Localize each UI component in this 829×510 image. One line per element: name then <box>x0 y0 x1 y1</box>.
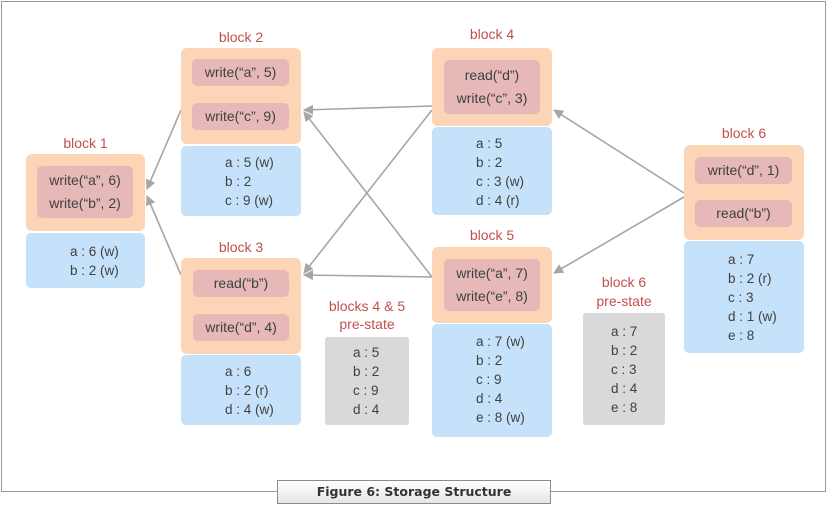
state-line: b : 2 (r) <box>728 271 772 286</box>
block6-op-1: write(“d”, 1) <box>695 157 792 184</box>
block5-state: a : 7 (w) b : 2 c : 9 d : 4 e : 8 (w) <box>432 324 552 437</box>
prestate-line: b : 2 <box>611 343 638 358</box>
prestate-line: a : 5 <box>353 345 380 360</box>
block1-ops: write(“a”, 6) write(“b”, 2) <box>26 154 145 231</box>
state-line: c : 9 (w) <box>225 193 274 208</box>
prestate-line: b : 2 <box>353 364 380 379</box>
state-line: b : 2 (w) <box>70 263 119 278</box>
state-line: a : 6 (w) <box>70 244 119 259</box>
block2-ops: write(“a”, 5) write(“c”, 9) <box>181 48 301 144</box>
op-line: write(“c”, 9) <box>205 108 276 124</box>
arrow-block4-to-block3 <box>303 109 433 274</box>
figure-caption: Figure 6: Storage Structure <box>277 480 551 504</box>
op-line: read(“b”) <box>716 205 771 221</box>
block6-ops: write(“d”, 1) read(“b”) <box>684 145 804 240</box>
state-line: e : 8 <box>728 328 755 343</box>
arrow-block6-to-block5 <box>553 196 685 274</box>
prestate6-title: block 6 pre-state <box>580 274 668 309</box>
block1-op-1: write(“a”, 6) write(“b”, 2) <box>37 166 133 218</box>
op-line: write(“a”, 6) <box>49 172 121 188</box>
state-line: d : 1 (w) <box>728 309 777 324</box>
block2-state: a : 5 (w) b : 2 c : 9 (w) <box>181 146 301 216</box>
block1-title: block 1 <box>63 135 108 151</box>
prestate-line: c : 3 <box>611 362 637 377</box>
prestate45-values: a : 5 b : 2 c : 9 d : 4 <box>325 337 409 425</box>
prestate-line: d : 4 <box>353 402 380 417</box>
state-line: e : 8 (w) <box>476 410 525 425</box>
op-line: write(“e”, 8) <box>456 288 528 304</box>
block5-ops: write(“a”, 7) write(“e”, 8) <box>432 247 552 323</box>
state-line: d : 4 <box>476 391 503 406</box>
block6-title: block 6 <box>721 125 767 141</box>
block6-op-2: read(“b”) <box>695 200 792 227</box>
prestate-line: d : 4 <box>611 381 638 396</box>
block4-op-1: read(“d”) write(“c”, 3) <box>444 60 540 114</box>
state-line: a : 5 <box>476 136 503 151</box>
prestate45-title: blocks 4 & 5 pre-state <box>316 298 418 332</box>
block1-state: a : 6 (w) b : 2 (w) <box>26 233 145 288</box>
arrow-block4-to-block2 <box>303 104 433 115</box>
block2-op-2: write(“c”, 9) <box>192 103 289 130</box>
state-line: a : 5 (w) <box>225 155 274 170</box>
block3-op-2: write(“d”, 4) <box>193 314 289 341</box>
op-line: write(“d”, 1) <box>707 162 780 178</box>
state-line: a : 7 (w) <box>476 334 525 349</box>
state-line: c : 3 (w) <box>476 174 525 189</box>
prestate-line: e : 8 <box>611 400 638 415</box>
arrow-block5-to-block3 <box>303 270 433 281</box>
block4-ops: read(“d”) write(“c”, 3) <box>432 48 552 126</box>
state-line: b : 2 <box>476 353 503 368</box>
state-line: a : 7 <box>728 252 755 267</box>
block5-op-1: write(“a”, 7) write(“e”, 8) <box>444 259 540 311</box>
block6-state: a : 7 b : 2 (r) c : 3 d : 1 (w) e : 8 <box>684 241 804 353</box>
state-line: b : 2 <box>476 155 503 170</box>
state-line: c : 3 <box>728 290 754 305</box>
state-line: a : 6 <box>225 364 252 379</box>
prestate6-title-line2: pre-state <box>596 293 652 309</box>
op-line: read(“b”) <box>213 275 269 291</box>
prestate-line: c : 9 <box>353 383 379 398</box>
arrow-block6-to-block4 <box>553 109 685 194</box>
prestate-line: a : 7 <box>611 324 638 339</box>
block3-title: block 3 <box>218 239 264 255</box>
state-line: c : 9 <box>476 372 502 387</box>
prestate45-title-line1: blocks 4 & 5 <box>328 298 406 314</box>
block5-title: block 5 <box>469 227 515 243</box>
arrow-block5-to-block2 <box>303 111 433 278</box>
op-line: write(“d”, 4) <box>205 319 277 335</box>
block4-state: a : 5 b : 2 c : 3 (w) d : 4 (r) <box>432 127 552 215</box>
state-line: b : 2 (r) <box>225 383 269 398</box>
block4-title: block 4 <box>469 26 515 42</box>
arrow-block2-to-block1 <box>145 109 182 190</box>
op-line: write(“a”, 5) <box>204 64 277 80</box>
block3-ops: read(“b”) write(“d”, 4) <box>181 258 301 354</box>
op-line: write(“c”, 3) <box>456 90 528 106</box>
prestate6-title-line1: block 6 <box>601 274 647 290</box>
block2-op-1: write(“a”, 5) <box>192 59 289 86</box>
op-line: write(“b”, 2) <box>49 195 121 211</box>
block3-op-1: read(“b”) <box>193 270 289 297</box>
prestate6-values: a : 7 b : 2 c : 3 d : 4 e : 8 <box>583 313 665 425</box>
prestate45-title-line2: pre-state <box>339 316 395 332</box>
state-line: d : 4 (r) <box>476 193 520 208</box>
op-line: read(“d”) <box>464 67 520 83</box>
state-line: b : 2 <box>225 174 252 189</box>
block2-title: block 2 <box>218 29 264 45</box>
block3-state: a : 6 b : 2 (r) d : 4 (w) <box>181 355 301 425</box>
state-line: d : 4 (w) <box>225 402 274 417</box>
arrow-block3-to-block1 <box>145 195 182 276</box>
op-line: write(“a”, 7) <box>456 265 528 281</box>
